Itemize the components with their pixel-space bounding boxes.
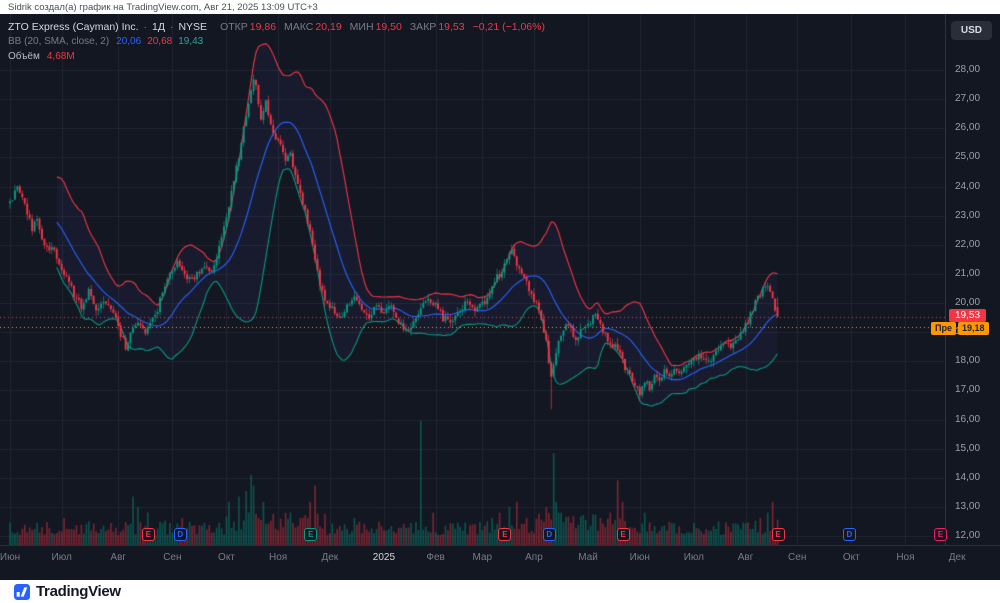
premarket-price-row: Пре 19,18 bbox=[931, 321, 989, 335]
volume-legend-row[interactable]: Объём 4,68М bbox=[8, 49, 545, 64]
earnings-marker[interactable]: E bbox=[771, 528, 785, 541]
time-tick: Июл bbox=[683, 552, 705, 563]
separator-dot: · bbox=[169, 20, 174, 33]
time-tick: Сен bbox=[788, 552, 807, 563]
earnings-marker[interactable]: E bbox=[498, 528, 512, 541]
time-tick: Фев bbox=[426, 552, 445, 563]
price-tick: 28,00 bbox=[955, 64, 981, 75]
time-tick: Июн bbox=[0, 552, 21, 563]
price-tick: 22,00 bbox=[955, 238, 981, 250]
time-tick: Окт bbox=[842, 552, 860, 563]
close-value: 19,53 bbox=[438, 20, 465, 33]
low-label: МИН bbox=[349, 20, 374, 33]
time-tick: Июн bbox=[629, 552, 650, 563]
dividend-marker[interactable]: D bbox=[842, 528, 856, 541]
price-tick: 26,00 bbox=[955, 122, 981, 134]
price-tick: 21,00 bbox=[955, 267, 981, 279]
attribution-text: Sidrik создал(а) график на TradingView.c… bbox=[8, 1, 318, 13]
time-tick: Авг bbox=[737, 552, 754, 563]
bollinger-lower-value: 19,43 bbox=[178, 36, 204, 47]
bollinger-legend-row[interactable]: BB (20, SMA, close, 2) 20,06 20,68 19,43 bbox=[8, 34, 545, 49]
symbol-legend-row[interactable]: ZTO Express (Cayman) Inc. · 1Д · NYSE ОТ… bbox=[8, 19, 545, 34]
earnings-marker[interactable]: E bbox=[304, 528, 318, 541]
time-tick: Ноя bbox=[896, 552, 915, 563]
price-tick: 13,00 bbox=[955, 500, 981, 512]
price-tick: 14,00 bbox=[955, 471, 981, 483]
time-tick: Апр bbox=[525, 552, 543, 563]
bollinger-basis-value: 20,06 bbox=[116, 36, 142, 47]
time-tick: Окт bbox=[218, 552, 235, 563]
earnings-marker[interactable]: E bbox=[141, 528, 155, 541]
bollinger-label: BB (20, SMA, close, 2) bbox=[8, 36, 110, 47]
time-tick: Июл bbox=[51, 552, 72, 563]
volume-label: Объём bbox=[8, 51, 40, 62]
premarket-tag: Пре bbox=[931, 321, 956, 335]
price-tick: 23,00 bbox=[955, 209, 981, 221]
separator-dot: · bbox=[143, 20, 148, 33]
last-price-badge: 19,53 bbox=[949, 308, 987, 322]
price-tick: 25,00 bbox=[955, 151, 981, 163]
time-tick: Авг bbox=[110, 552, 127, 563]
time-tick: Ноя bbox=[269, 552, 288, 563]
tradingview-logo-icon bbox=[14, 583, 30, 600]
open-value: 19,86 bbox=[249, 20, 277, 33]
time-axis[interactable]: Июн Июл Авг Сен Окт Ноя Дек 2025 Фев Мар Апр Май Июн… bbox=[0, 545, 1000, 572]
dividend-marker[interactable]: D bbox=[542, 528, 556, 541]
time-tick: Май bbox=[578, 552, 598, 563]
close-label: ЗАКР bbox=[409, 20, 437, 33]
tradingview-wordmark: TradingView bbox=[36, 583, 121, 600]
premarket-price-badge: 19,18 bbox=[957, 321, 989, 335]
dividend-marker[interactable]: D bbox=[173, 528, 187, 541]
chart-area: ZTO Express (Cayman) Inc. · 1Д · NYSE ОТ… bbox=[0, 14, 1000, 580]
price-tick: 20,00 bbox=[955, 297, 981, 308]
footer: TradingView bbox=[0, 580, 1000, 603]
time-tick: Сен bbox=[163, 552, 182, 563]
low-value: 19,50 bbox=[375, 20, 402, 33]
price-tick: 18,00 bbox=[955, 355, 981, 367]
open-label: ОТКР bbox=[220, 20, 248, 33]
price-chart-canvas[interactable] bbox=[0, 14, 945, 545]
volume-value: 4,68М bbox=[46, 51, 75, 62]
symbol-title: ZTO Express (Cayman) Inc. bbox=[8, 20, 139, 33]
high-value: 20,19 bbox=[315, 20, 342, 33]
attribution-bar: Sidrik создал(а) график на TradingView.c… bbox=[0, 0, 1000, 14]
high-label: МАКС bbox=[284, 20, 314, 33]
time-tick: Дек bbox=[321, 552, 339, 563]
time-tick: Мар bbox=[472, 552, 493, 563]
price-tick: 17,00 bbox=[955, 384, 981, 396]
price-tick: 27,00 bbox=[955, 93, 981, 105]
earnings-marker[interactable]: E bbox=[933, 528, 947, 541]
time-tick: Дек bbox=[948, 552, 966, 563]
price-axis[interactable]: 19,53 Пре 19,18 28,00 27,00 26,00 25,00 24,0… bbox=[931, 14, 1000, 545]
price-tick: 24,00 bbox=[955, 180, 981, 192]
chart-legend: ZTO Express (Cayman) Inc. · 1Д · NYSE ОТ… bbox=[8, 19, 545, 64]
earnings-marker[interactable]: E bbox=[616, 528, 630, 541]
change-value: −0,21 (−1,06%) bbox=[472, 20, 545, 33]
bollinger-upper-value: 20,68 bbox=[147, 36, 173, 47]
symbol-interval: 1Д bbox=[152, 20, 165, 33]
symbol-exchange: NYSE bbox=[178, 20, 208, 33]
price-tick: 12,00 bbox=[955, 530, 981, 541]
tradingview-logo-link[interactable]: TradingView bbox=[14, 583, 121, 600]
time-tick: 2025 bbox=[372, 552, 396, 563]
price-tick: 16,00 bbox=[955, 413, 981, 425]
currency-toggle-button[interactable]: USD bbox=[950, 21, 992, 40]
price-tick: 15,00 bbox=[955, 442, 981, 454]
